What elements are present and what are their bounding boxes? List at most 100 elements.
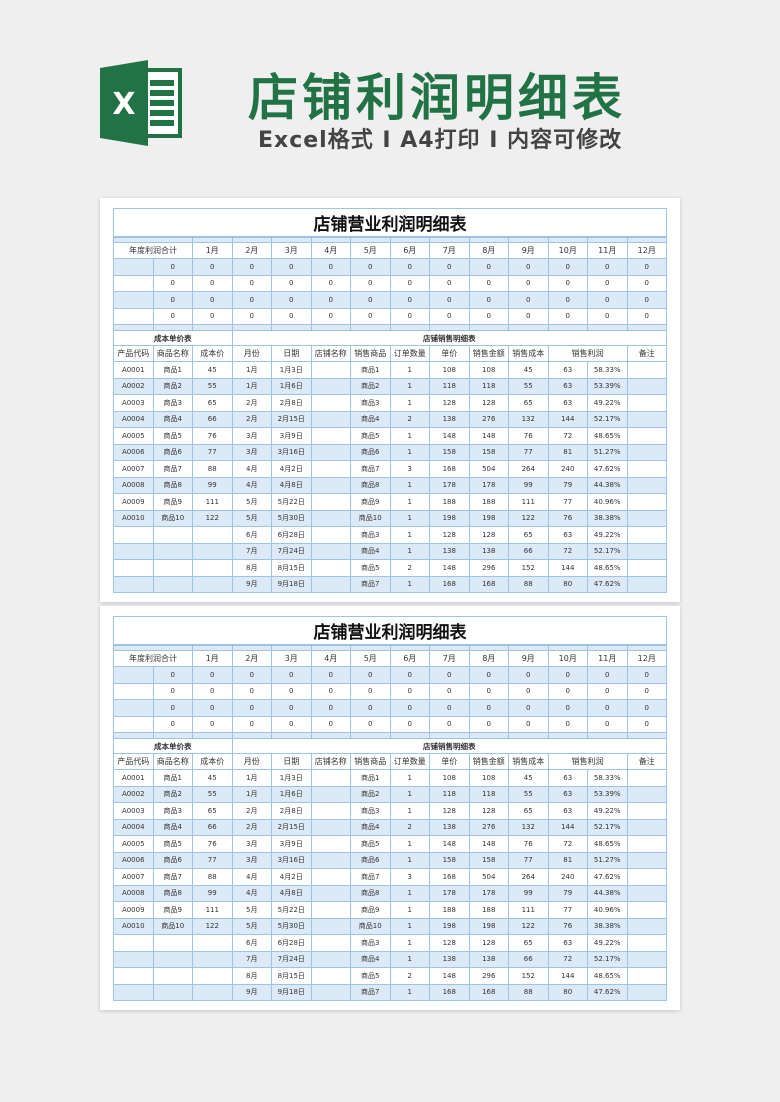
- sales-cell[interactable]: 144: [547, 818, 588, 836]
- sales-cell[interactable]: [310, 509, 351, 527]
- cost-cell[interactable]: A0007: [113, 868, 154, 886]
- sales-cell[interactable]: 4月: [231, 868, 272, 886]
- cost-cell[interactable]: 商品9: [152, 493, 193, 511]
- sales-cell[interactable]: 240: [547, 460, 588, 478]
- sales-cell[interactable]: [310, 769, 351, 787]
- annual-blank-cell[interactable]: [113, 715, 154, 733]
- annual-value-cell[interactable]: 0: [508, 258, 549, 276]
- sales-cell[interactable]: 53.39%: [587, 785, 628, 803]
- sales-cell[interactable]: 商品1: [350, 361, 391, 379]
- annual-value-cell[interactable]: 0: [587, 307, 628, 325]
- sales-cell[interactable]: 49.22%: [587, 802, 628, 820]
- sales-cell[interactable]: 1: [389, 934, 430, 952]
- sales-cell[interactable]: 商品3: [350, 394, 391, 412]
- sales-cell[interactable]: 4月: [231, 476, 272, 494]
- sales-cell[interactable]: 63: [547, 802, 588, 820]
- sales-cell[interactable]: 118: [429, 377, 470, 395]
- sales-cell[interactable]: 108: [468, 361, 509, 379]
- sales-cell[interactable]: 52.17%: [587, 818, 628, 836]
- sales-cell[interactable]: 商品10: [350, 917, 391, 935]
- sales-cell[interactable]: 178: [468, 884, 509, 902]
- sales-cell[interactable]: 1: [389, 835, 430, 853]
- sales-cell[interactable]: 128: [468, 802, 509, 820]
- sales-cell[interactable]: 128: [468, 394, 509, 412]
- annual-value-cell[interactable]: 0: [429, 682, 470, 700]
- annual-value-cell[interactable]: 0: [152, 258, 193, 276]
- cost-cell[interactable]: 商品9: [152, 901, 193, 919]
- sales-cell[interactable]: 1月6日: [271, 785, 312, 803]
- sales-cell[interactable]: 商品9: [350, 901, 391, 919]
- sales-cell[interactable]: 66: [508, 542, 549, 560]
- sales-cell[interactable]: 65: [508, 394, 549, 412]
- sales-cell[interactable]: 65: [508, 802, 549, 820]
- sales-cell[interactable]: 1: [389, 427, 430, 445]
- sales-cell[interactable]: 132: [508, 818, 549, 836]
- sales-cell[interactable]: 128: [468, 934, 509, 952]
- annual-value-cell[interactable]: 0: [429, 307, 470, 325]
- sales-cell[interactable]: 1: [389, 377, 430, 395]
- cost-cell[interactable]: A0009: [113, 901, 154, 919]
- sales-cell[interactable]: 144: [547, 410, 588, 428]
- sales-cell[interactable]: 商品8: [350, 884, 391, 902]
- sales-cell[interactable]: [626, 410, 667, 428]
- sales-cell[interactable]: [310, 526, 351, 544]
- annual-value-cell[interactable]: 0: [508, 699, 549, 717]
- annual-value-cell[interactable]: 0: [508, 291, 549, 309]
- sales-cell[interactable]: [626, 967, 667, 985]
- sales-cell[interactable]: 79: [547, 476, 588, 494]
- cost-cell[interactable]: [192, 559, 233, 577]
- annual-value-cell[interactable]: 0: [429, 699, 470, 717]
- annual-value-cell[interactable]: 0: [468, 715, 509, 733]
- sales-cell[interactable]: [310, 410, 351, 428]
- sales-cell[interactable]: 3月16日: [271, 851, 312, 869]
- annual-value-cell[interactable]: 0: [310, 274, 351, 292]
- annual-value-cell[interactable]: 0: [468, 682, 509, 700]
- cost-cell[interactable]: 122: [192, 917, 233, 935]
- sales-cell[interactable]: 3月9日: [271, 835, 312, 853]
- sales-cell[interactable]: 5月30日: [271, 509, 312, 527]
- sales-cell[interactable]: 商品5: [350, 427, 391, 445]
- cost-cell[interactable]: 55: [192, 377, 233, 395]
- sales-cell[interactable]: 3: [389, 868, 430, 886]
- cost-cell[interactable]: A0009: [113, 493, 154, 511]
- annual-value-cell[interactable]: 0: [429, 258, 470, 276]
- annual-value-cell[interactable]: 0: [547, 291, 588, 309]
- cost-cell[interactable]: 111: [192, 901, 233, 919]
- cost-cell[interactable]: [113, 934, 154, 952]
- sales-cell[interactable]: 63: [547, 785, 588, 803]
- sales-cell[interactable]: 63: [547, 394, 588, 412]
- sales-cell[interactable]: 148: [429, 835, 470, 853]
- cost-cell[interactable]: [152, 542, 193, 560]
- sales-cell[interactable]: 504: [468, 868, 509, 886]
- sales-cell[interactable]: 4月2日: [271, 460, 312, 478]
- annual-value-cell[interactable]: 0: [152, 699, 193, 717]
- sales-cell[interactable]: 1月: [231, 377, 272, 395]
- sales-cell[interactable]: 118: [429, 785, 470, 803]
- cost-cell[interactable]: A0008: [113, 476, 154, 494]
- annual-value-cell[interactable]: 0: [468, 307, 509, 325]
- sales-cell[interactable]: 77: [508, 443, 549, 461]
- sales-cell[interactable]: [626, 917, 667, 935]
- annual-value-cell[interactable]: 0: [192, 274, 233, 292]
- sales-cell[interactable]: 5月: [231, 493, 272, 511]
- cost-cell[interactable]: 88: [192, 460, 233, 478]
- sales-cell[interactable]: [626, 868, 667, 886]
- sales-cell[interactable]: 168: [468, 575, 509, 593]
- sales-cell[interactable]: 2月15日: [271, 818, 312, 836]
- sales-cell[interactable]: 188: [468, 901, 509, 919]
- sales-cell[interactable]: 2月: [231, 802, 272, 820]
- sales-cell[interactable]: 5月: [231, 917, 272, 935]
- annual-value-cell[interactable]: 0: [192, 715, 233, 733]
- cost-cell[interactable]: 商品8: [152, 884, 193, 902]
- sales-cell[interactable]: 2月8日: [271, 802, 312, 820]
- annual-value-cell[interactable]: 0: [271, 307, 312, 325]
- sales-cell[interactable]: [310, 901, 351, 919]
- sales-cell[interactable]: 5月: [231, 509, 272, 527]
- sales-cell[interactable]: 80: [547, 983, 588, 1001]
- annual-blank-cell[interactable]: [113, 274, 154, 292]
- sales-cell[interactable]: 504: [468, 460, 509, 478]
- annual-blank-cell[interactable]: [113, 666, 154, 684]
- cost-cell[interactable]: A0003: [113, 394, 154, 412]
- sales-cell[interactable]: 108: [429, 361, 470, 379]
- annual-value-cell[interactable]: 0: [231, 699, 272, 717]
